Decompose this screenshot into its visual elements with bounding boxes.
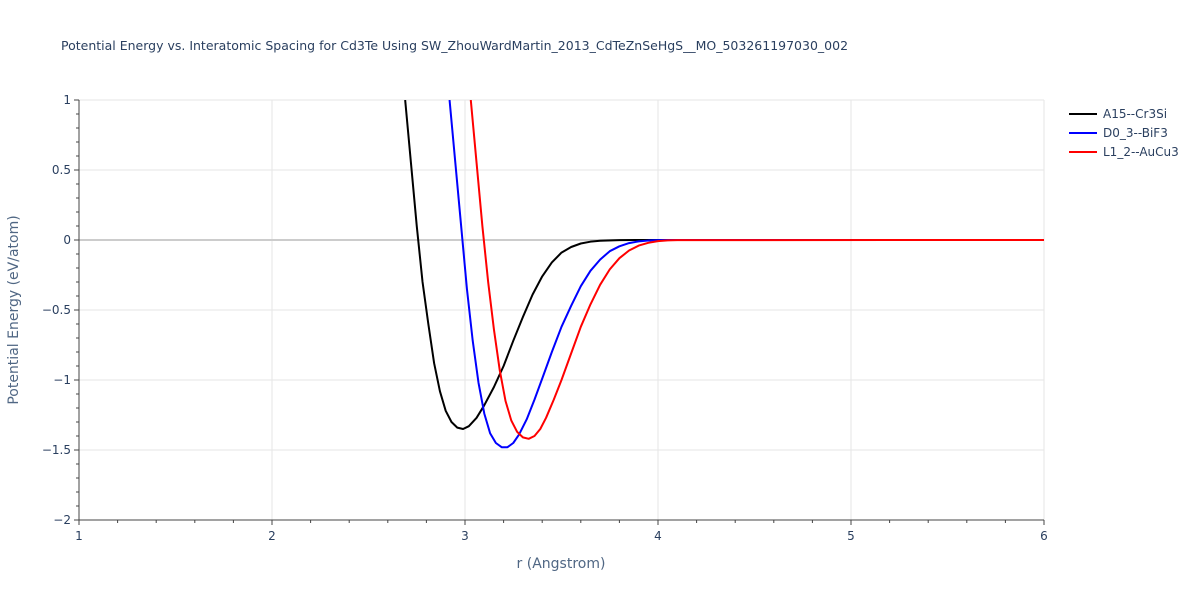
y-axis-title: Potential Energy (eV/atom) <box>6 215 22 404</box>
grid <box>79 99 1045 520</box>
series-line-2 <box>469 100 1044 440</box>
legend-label-2: L1_2--AuCu3 <box>1103 145 1179 159</box>
series-line-1 <box>448 100 1044 449</box>
x-tick-label: 6 <box>1040 529 1048 543</box>
x-tick-label: 1 <box>75 529 83 543</box>
y-tick-label: 0 <box>63 233 71 247</box>
x-tick-label: 3 <box>461 529 469 543</box>
series-line-0 <box>404 100 1044 430</box>
tick-labels: 1 2 3 4 5 6 1 0.5 0 −0.5 −1 −1.5 −2 <box>42 93 1048 543</box>
x-tick-label: 4 <box>654 529 662 543</box>
series-layer <box>404 100 1044 449</box>
y-tick-label: −1 <box>53 373 71 387</box>
chart-title: Potential Energy vs. Interatomic Spacing… <box>61 38 848 53</box>
y-tick-label: 0.5 <box>52 163 71 177</box>
x-axis-title: r (Angstrom) <box>517 556 606 572</box>
y-tick-label: −2 <box>53 513 71 527</box>
y-tick-label: 1 <box>63 93 71 107</box>
legend-label-1: D0_3--BiF3 <box>1103 126 1168 140</box>
y-tick-label: −0.5 <box>42 303 71 317</box>
x-tick-label: 5 <box>847 529 855 543</box>
legend: A15--Cr3Si D0_3--BiF3 L1_2--AuCu3 <box>1069 107 1179 159</box>
x-tick-label: 2 <box>268 529 276 543</box>
legend-label-0: A15--Cr3Si <box>1103 107 1167 121</box>
axes <box>74 99 1045 525</box>
y-tick-label: −1.5 <box>42 443 71 457</box>
